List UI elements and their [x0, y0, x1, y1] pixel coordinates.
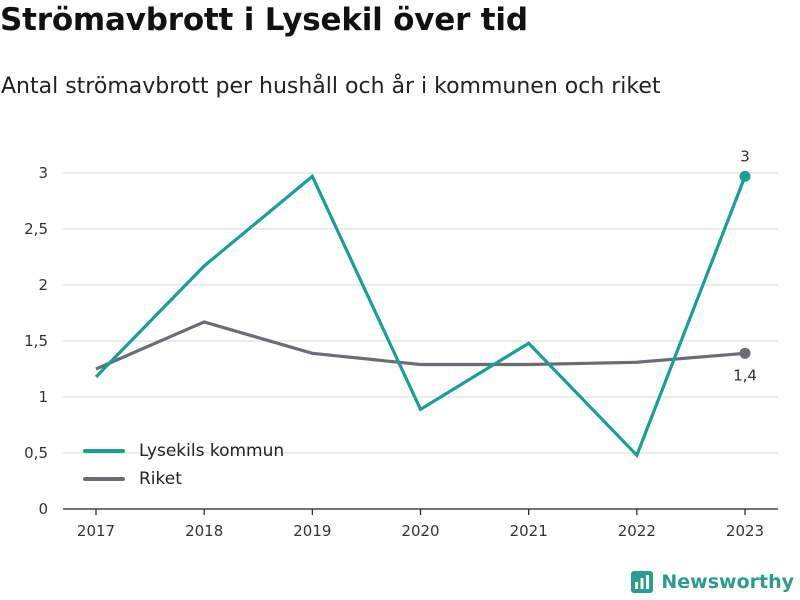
y-tick-label: 0: [38, 500, 48, 518]
legend-label-lysekil: Lysekils kommun: [139, 441, 285, 461]
x-tick-label: 2021: [510, 522, 548, 540]
legend-swatch-riket: [83, 477, 125, 481]
y-tick-label: 2,5: [24, 220, 48, 238]
legend-item-lysekil: Lysekils kommun: [83, 437, 284, 465]
newsworthy-logo-icon: [631, 571, 654, 593]
y-tick-label: 1: [38, 388, 48, 406]
series-line-lysekil: [94, 173, 747, 459]
y-tick-label: 2: [38, 276, 48, 294]
grid-lines: [63, 172, 778, 454]
end-labels: 1,43: [733, 147, 757, 384]
end-point-riket: [739, 347, 751, 359]
legend: Lysekils kommun Riket: [83, 437, 284, 493]
end-label-lysekil: 3: [740, 147, 750, 165]
legend-swatch-lysekil: [83, 449, 125, 453]
chart-subtitle: Antal strömavbrott per hushåll och år i …: [1, 74, 661, 99]
series-line-riket: [95, 320, 746, 371]
x-tick-label: 2019: [293, 522, 331, 540]
x-tick-label: 2022: [618, 522, 656, 540]
series-lines: [94, 170, 751, 459]
y-axis-ticks: 0 0,5 1 1,5 2 2,5 3: [24, 164, 48, 518]
legend-item-riket: Riket: [83, 465, 284, 493]
legend-label-riket: Riket: [139, 469, 182, 489]
x-tick-label: 2017: [77, 522, 115, 540]
y-tick-label: 3: [38, 164, 48, 182]
chart-title: Strömavbrott i Lysekil över tid: [0, 2, 528, 38]
x-tick-label: 2018: [185, 522, 223, 540]
x-axis: 2017 2018 2019 2020 2021 2022 2023: [63, 508, 778, 540]
x-tick-label: 2023: [726, 522, 764, 540]
x-tick-label: 2020: [401, 522, 439, 540]
y-tick-label: 0,5: [24, 444, 48, 462]
brand: Newsworthy: [631, 571, 794, 593]
end-label-riket: 1,4: [733, 366, 757, 384]
brand-name: Newsworthy: [661, 571, 794, 593]
end-point-lysekil: [739, 170, 751, 182]
y-tick-label: 1,5: [24, 332, 48, 350]
